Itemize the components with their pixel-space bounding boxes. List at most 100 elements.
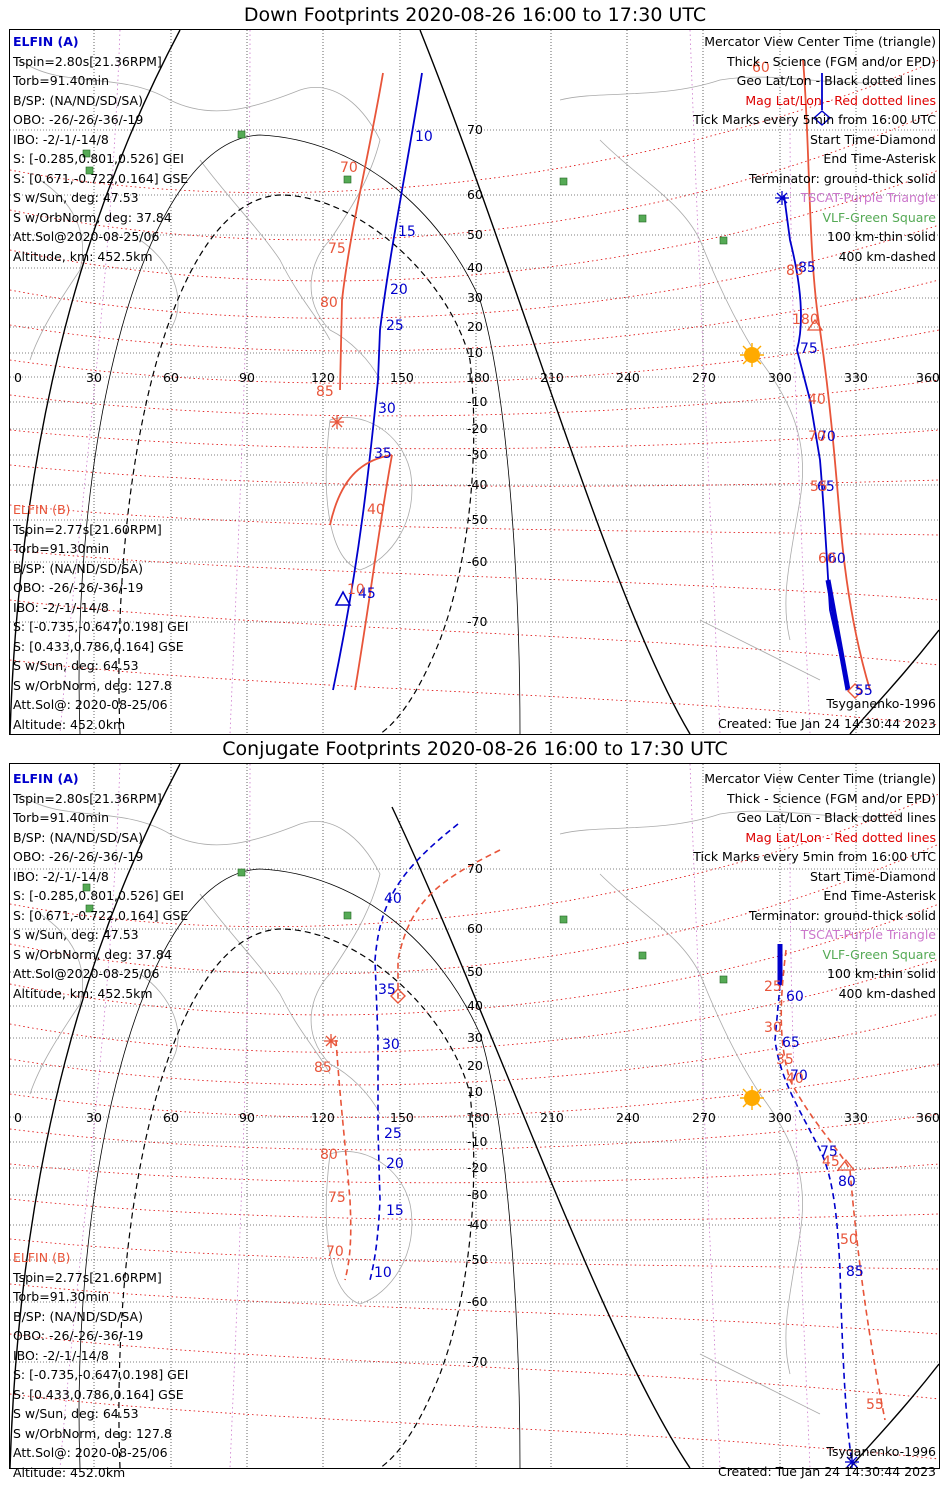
panel1-elfin-a-info: ELFIN (A) Tspin=2.80s[21.36RPM] Torb=91.… bbox=[13, 32, 188, 266]
lon-tick: 180 bbox=[466, 370, 490, 385]
elfin-a-start-diamond bbox=[812, 110, 832, 126]
elfin-b-start-diamond bbox=[847, 683, 863, 699]
info-line: OBO: -26/-26/-36/-19 bbox=[13, 849, 144, 864]
lat-tick: 40 bbox=[467, 260, 483, 275]
track-label: 10 bbox=[374, 1265, 392, 1281]
lat-tick: -40 bbox=[467, 477, 487, 492]
info-line: S w/OrbNorm, deg: 37.84 bbox=[13, 209, 172, 225]
track-label: 20 bbox=[390, 282, 408, 298]
track-label: 10 bbox=[347, 582, 365, 598]
track-label: 40 bbox=[808, 392, 826, 408]
elfin-b-labels-west: 85 80 75 70 bbox=[314, 1060, 346, 1260]
track-label: 55 bbox=[855, 683, 873, 699]
lon-tick: 360 bbox=[916, 1110, 940, 1125]
lon-tick: 120 bbox=[311, 370, 335, 385]
info-line: Altitude: 452.0km bbox=[13, 716, 126, 732]
info-line: S w/Sun, deg: 64.53 bbox=[13, 1406, 139, 1421]
lat-tick: 60 bbox=[467, 187, 483, 202]
track-label: 30 bbox=[378, 401, 396, 417]
track-label: 65 bbox=[817, 479, 835, 495]
legend-line: Mag Lat/Lon - Red dotted lines bbox=[745, 829, 936, 845]
track-label: 60 bbox=[752, 60, 770, 76]
lat-tick: -70 bbox=[467, 614, 487, 629]
coastlines bbox=[19, 59, 901, 681]
info-line: Tspin=2.80s[21.36RPM] bbox=[13, 790, 162, 806]
info-line: Tspin=2.77s[21.60RPM] bbox=[13, 1269, 162, 1285]
info-line: S: [0.671,-0.722,0.164] GSE bbox=[13, 170, 189, 186]
lon-tick: 60 bbox=[163, 370, 179, 385]
elfin-a-track-west bbox=[332, 72, 423, 691]
panel2-legend: Mercator View Center Time (triangle) Thi… bbox=[693, 769, 936, 1003]
elfin-b-start-diamond bbox=[390, 988, 406, 1004]
vlf-square bbox=[343, 175, 352, 184]
track-label: 25 bbox=[764, 979, 782, 995]
info-line: B/SP: (NA/ND/SD/SA) bbox=[13, 92, 143, 108]
vlf-square bbox=[719, 236, 728, 245]
track-label: 80 bbox=[838, 1174, 856, 1190]
track-label: 10 bbox=[415, 129, 433, 145]
lat-tick: -10 bbox=[467, 1134, 487, 1149]
info-line: S w/OrbNorm, deg: 37.84 bbox=[13, 946, 172, 962]
panel1-footer: Tsyganenko-1996 Created: Tue Jan 24 14:3… bbox=[718, 694, 936, 733]
info-line: Att.Sol@: 2020-08-25/06 bbox=[13, 697, 168, 712]
legend-line: Thick - Science (FGM and/or EPD) bbox=[727, 53, 936, 69]
lon-tick: 330 bbox=[844, 370, 868, 385]
info-line: IBO: -2/-1/-14/8 bbox=[13, 131, 109, 147]
elfin-a-science-segment bbox=[825, 579, 851, 691]
lon-tick: 150 bbox=[390, 370, 414, 385]
elfin-b-track-east bbox=[802, 59, 871, 691]
track-label: 80 bbox=[320, 1147, 338, 1163]
terminator bbox=[10, 764, 939, 1468]
lat-tick: 30 bbox=[467, 290, 483, 305]
lat-tick-labels-panel2: 70 60 50 40 30 20 10 -10 -20 -30 -40 -50… bbox=[467, 861, 487, 1369]
info-line: S: [0.433,0.786,0.164] GSE bbox=[13, 1386, 184, 1402]
info-line: Altitude: 452.0km bbox=[13, 1464, 126, 1480]
elfin-b-labels-west: 70 75 80 85 40 10 bbox=[316, 160, 385, 598]
panel1-graphics: 10 15 20 25 30 35 45 70 75 80 85 40 10 8… bbox=[10, 30, 939, 734]
elfin-b-track-east bbox=[780, 949, 886, 1421]
legend-line: Geo Lat/Lon - Black dotted lines bbox=[736, 73, 936, 88]
vlf-square bbox=[343, 911, 352, 920]
track-label: 30 bbox=[382, 1037, 400, 1053]
legend-line: Terminator: ground-thick solid bbox=[748, 907, 936, 923]
track-label: 40 bbox=[384, 891, 402, 907]
lon-tick: 30 bbox=[86, 1110, 102, 1125]
track-label: 75 bbox=[820, 1144, 838, 1160]
lat-tick: -10 bbox=[467, 394, 487, 409]
elfin-b-labels-east: 60 85 180 40 70 55 60 bbox=[752, 60, 836, 567]
elfin-a-header: ELFIN (A) bbox=[13, 34, 79, 49]
lat-tick: -50 bbox=[467, 1252, 487, 1267]
elfin-b-header: ELFIN (B) bbox=[13, 502, 71, 517]
legend-line: Mercator View Center Time (triangle) bbox=[704, 771, 936, 786]
sun-icon bbox=[740, 1086, 764, 1110]
info-line: S: [-0.285,0.801,0.526] GEI bbox=[13, 888, 184, 903]
lon-tick: 270 bbox=[692, 1110, 716, 1125]
legend-line: End Time-Asterisk bbox=[823, 888, 936, 903]
panel1-title: Down Footprints 2020-08-26 16:00 to 17:3… bbox=[243, 4, 707, 26]
info-line: IBO: -2/-1/-14/8 bbox=[13, 868, 109, 884]
info-line: S: [-0.735,-0.647,0.198] GEI bbox=[13, 1367, 189, 1382]
tscat-lines bbox=[59, 764, 811, 1468]
track-label: 70 bbox=[808, 429, 826, 445]
credit: Tsyganenko-1996 bbox=[826, 696, 936, 711]
lat-tick: 40 bbox=[467, 998, 483, 1013]
lon-tick-labels-panel1: 0 30 60 90 120 150 180 210 240 270 300 3… bbox=[14, 370, 940, 385]
track-label: 85 bbox=[316, 384, 334, 400]
elfin-b-end-asterisk bbox=[330, 415, 344, 429]
lon-tick: 240 bbox=[616, 370, 640, 385]
lat-tick: -20 bbox=[467, 421, 487, 436]
elfin-b-triangle bbox=[806, 318, 824, 331]
lon-tick: 300 bbox=[768, 370, 792, 385]
lat-tick: -70 bbox=[467, 1354, 487, 1369]
legend-line: Terminator: ground-thick solid bbox=[748, 170, 936, 186]
info-line: Torb=91.30min bbox=[13, 541, 110, 556]
elfin-a-end-asterisk bbox=[845, 1455, 859, 1468]
lat-tick: 20 bbox=[467, 319, 483, 334]
vlf-stations bbox=[82, 868, 728, 984]
vlf-square bbox=[638, 951, 647, 960]
legend-line: 100 km-thin solid bbox=[827, 229, 936, 244]
info-line: S: [0.433,0.786,0.164] GSE bbox=[13, 638, 184, 654]
created-date: Created: Tue Jan 24 14:30:44 2023 bbox=[717, 715, 936, 731]
track-label: 80 bbox=[320, 295, 338, 311]
legend-line: Mag Lat/Lon - Red dotted lines bbox=[745, 92, 936, 108]
